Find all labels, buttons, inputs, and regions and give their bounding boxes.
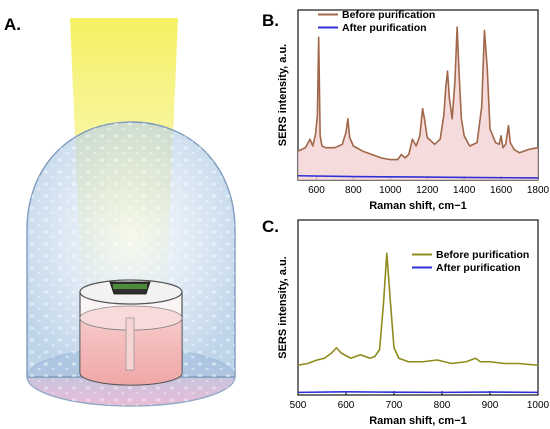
chart-c-xtick-label-700: 700 [386,400,403,411]
chart-b-xlabel: Raman shift, cm−1 [369,200,467,212]
chart-b-series-1-line [298,174,538,179]
chart-c-xtick-label-900: 900 [482,400,499,411]
panel-c-label: C. [262,217,279,236]
panel-b-chart: B. 600 800 1000 1200 1400 1600 1800 Raman shift… [262,9,550,212]
chart-c-ylabel: SERS intensity, a.u. [277,256,289,359]
chart-c-frame [297,219,539,396]
sers-chip [109,281,151,295]
chart-b-series-0-line [298,26,538,161]
chart-c-legend-label-0: Before purification [436,249,529,261]
panel-b-label: B. [262,11,279,30]
chart-c-legend-label-1: After purification [436,262,521,274]
chart-b-xtick-label-800: 800 [345,185,362,196]
chart-b-legend-label-1: After purification [342,22,427,34]
sample-cup [79,279,183,386]
chart-c-xlabel: Raman shift, cm−1 [369,415,467,427]
chart-c-xtick-label-600: 600 [338,400,355,411]
chart-b-xtick-label-1800: 1800 [527,185,550,196]
chart-b-xtick-label-1000: 1000 [379,185,402,196]
chart-b-xtick-label-1200: 1200 [416,185,439,196]
chart-b-legend-label-0: Before purification [342,9,435,21]
chart-b-xtick-label-1600: 1600 [490,185,513,196]
chart-b-xtick-label-600: 600 [308,185,325,196]
chart-c-xtick-label-1000: 1000 [527,400,550,411]
chart-b-ylabel: SERS intensity, a.u. [277,44,289,147]
panel-a-label: A. [4,15,21,34]
panel-a-illustration: A. [4,15,236,407]
chart-c-series-1-line [298,391,538,394]
panel-c-chart: C. 500 600 700 800 900 1000 Raman shift, cm−1 S… [262,217,550,427]
chart-b-xtick-label-1400: 1400 [453,185,476,196]
chart-b-series-0-fill [298,27,538,180]
chart-c-series-0-line [298,252,538,367]
chart-c-xtick-label-800: 800 [434,400,451,411]
chart-c-xtick-label-500: 500 [290,400,307,411]
